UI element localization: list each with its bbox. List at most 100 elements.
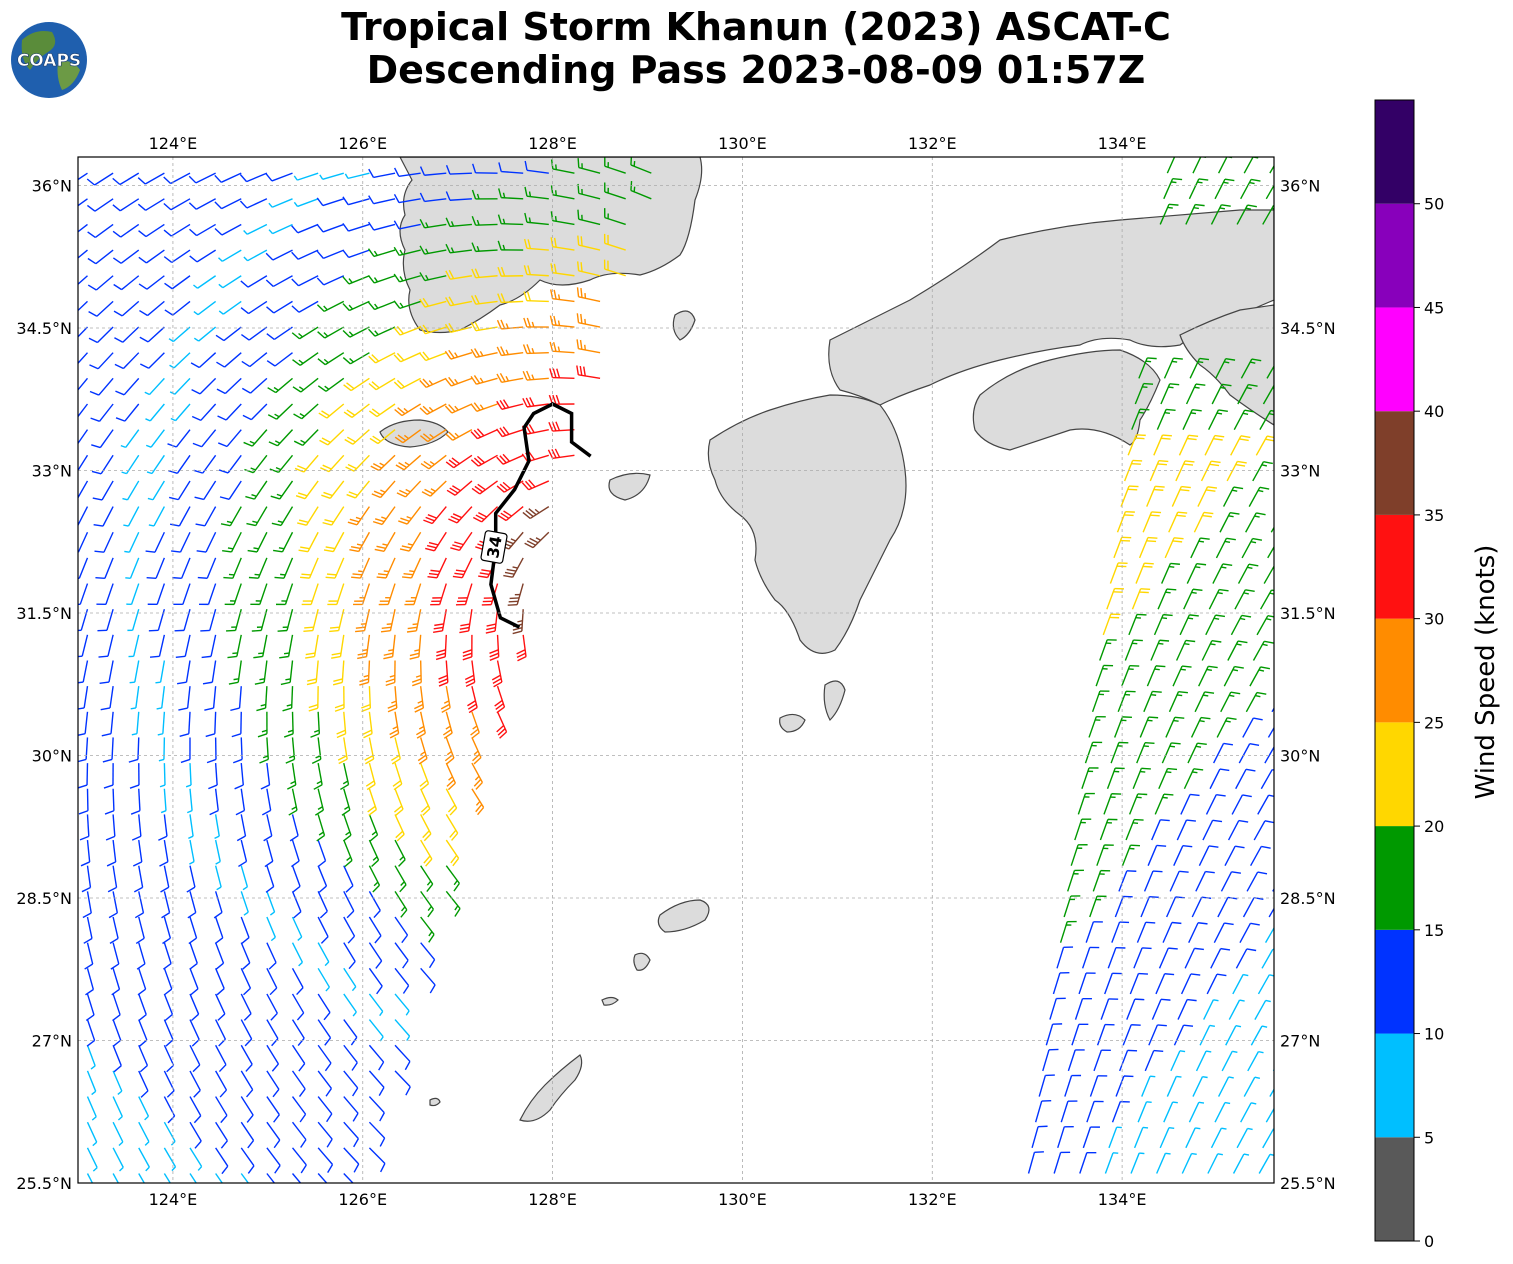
wind-barb: [132, 839, 143, 867]
wind-barb: [248, 557, 268, 579]
wind-barb: [294, 454, 319, 473]
wind-barb: [218, 300, 242, 315]
lat-tick-label-left: 28.5°N: [16, 889, 72, 908]
wind-barb: [1192, 1076, 1208, 1097]
wind-barb: [402, 557, 422, 579]
wind-barb: [367, 300, 396, 311]
wind-barb: [470, 428, 498, 440]
wind-barb: [308, 686, 319, 712]
wind-barb: [129, 763, 140, 789]
wind-barb: [317, 865, 328, 893]
wind-barb: [391, 737, 401, 765]
wind-barb: [353, 583, 371, 606]
wind-barb: [1034, 1099, 1052, 1123]
wind-barb: [430, 583, 447, 606]
wind-barb: [1078, 972, 1096, 995]
wind-barb: [174, 609, 191, 632]
wind-barb: [218, 249, 242, 262]
wind-barb: [343, 1096, 359, 1122]
wind-barb: [1235, 768, 1256, 790]
wind-barb: [95, 557, 114, 580]
wind-barb: [404, 583, 422, 606]
wind-barb: [1264, 745, 1274, 764]
wind-barb: [204, 686, 217, 711]
wind-barb: [193, 300, 217, 316]
wind-barb: [343, 1173, 354, 1183]
wind-barb: [1173, 1024, 1194, 1046]
wind-barb: [445, 814, 459, 841]
wind-barb: [215, 1096, 228, 1124]
wind-barb: [317, 352, 345, 366]
wind-barb-layer: [78, 157, 1274, 1183]
wind-barb: [1208, 409, 1228, 430]
wind-barb: [291, 993, 305, 1021]
wind-barb: [1038, 1074, 1055, 1097]
wind-barb: [470, 454, 498, 467]
wind-barb: [550, 237, 575, 251]
wind-barb: [1074, 998, 1092, 1020]
wind-barb: [254, 660, 268, 685]
wind-barb: [1228, 999, 1245, 1020]
wind-barb: [1091, 690, 1110, 713]
wind-barb: [1246, 871, 1268, 892]
wind-barb: [83, 916, 93, 944]
wind-barb: [246, 506, 268, 527]
wind-barb: [1139, 716, 1159, 738]
colorbar-label: Wind Speed (knots): [1471, 545, 1501, 800]
wind-barb: [231, 711, 242, 738]
wind-barb: [291, 891, 302, 919]
wind-barb: [343, 865, 354, 893]
wind-barb: [1208, 588, 1229, 610]
wind-barb: [419, 166, 447, 176]
wind-barb: [168, 480, 191, 501]
colorbar-frame: [1374, 99, 1415, 1242]
wind-barb: [1158, 767, 1178, 790]
wind-barb: [187, 891, 197, 919]
wind-barb: [180, 737, 191, 764]
wind-barb: [1104, 1152, 1119, 1174]
wind-barb: [522, 344, 549, 355]
wind-barb: [112, 249, 140, 264]
wind-barb: [438, 660, 449, 687]
wind-barb: [1268, 907, 1274, 918]
wind-barb: [293, 172, 319, 181]
wind-barb: [189, 1096, 202, 1124]
wind-barb: [1237, 563, 1259, 584]
wind-barb: [1205, 793, 1226, 815]
wind-barb: [86, 1019, 96, 1047]
wind-barb: [201, 634, 217, 659]
wind-barb: [1185, 1127, 1201, 1149]
wind-barb: [394, 403, 422, 417]
lat-tick-label-left: 30°N: [32, 747, 72, 766]
wind-barb: [235, 788, 246, 816]
wind-barb: [420, 814, 432, 842]
wind-barb: [496, 372, 524, 383]
wind-barb: [440, 686, 451, 713]
wind-barb: [189, 1147, 203, 1171]
wind-barb: [291, 1121, 307, 1148]
wind-barb: [1143, 690, 1162, 713]
wind-barb: [243, 429, 268, 447]
wind-barb: [393, 220, 421, 230]
wind-barb: [343, 1121, 360, 1148]
wind-barb: [393, 273, 421, 283]
wind-barb: [1111, 921, 1130, 943]
wind-barb: [1165, 716, 1185, 738]
wind-barb: [496, 480, 524, 493]
wind-barb: [188, 916, 198, 945]
wind-barb: [243, 223, 268, 235]
wind-barb: [269, 454, 294, 474]
wind-barb: [316, 197, 344, 207]
wind-barb: [445, 243, 473, 254]
wind-barb: [523, 265, 549, 277]
wind-barb: [317, 1147, 334, 1174]
wind-barb: [1184, 947, 1204, 969]
wind-barb: [1195, 1050, 1212, 1072]
wind-barb: [435, 634, 447, 661]
wind-barb: [1141, 1075, 1156, 1097]
wind-barb: [266, 916, 276, 942]
wind-barb: [1232, 1153, 1250, 1174]
lon-tick-label-bottom: 132°E: [908, 1190, 957, 1209]
wind-barb: [215, 1121, 228, 1149]
wind-barb: [86, 1121, 98, 1147]
